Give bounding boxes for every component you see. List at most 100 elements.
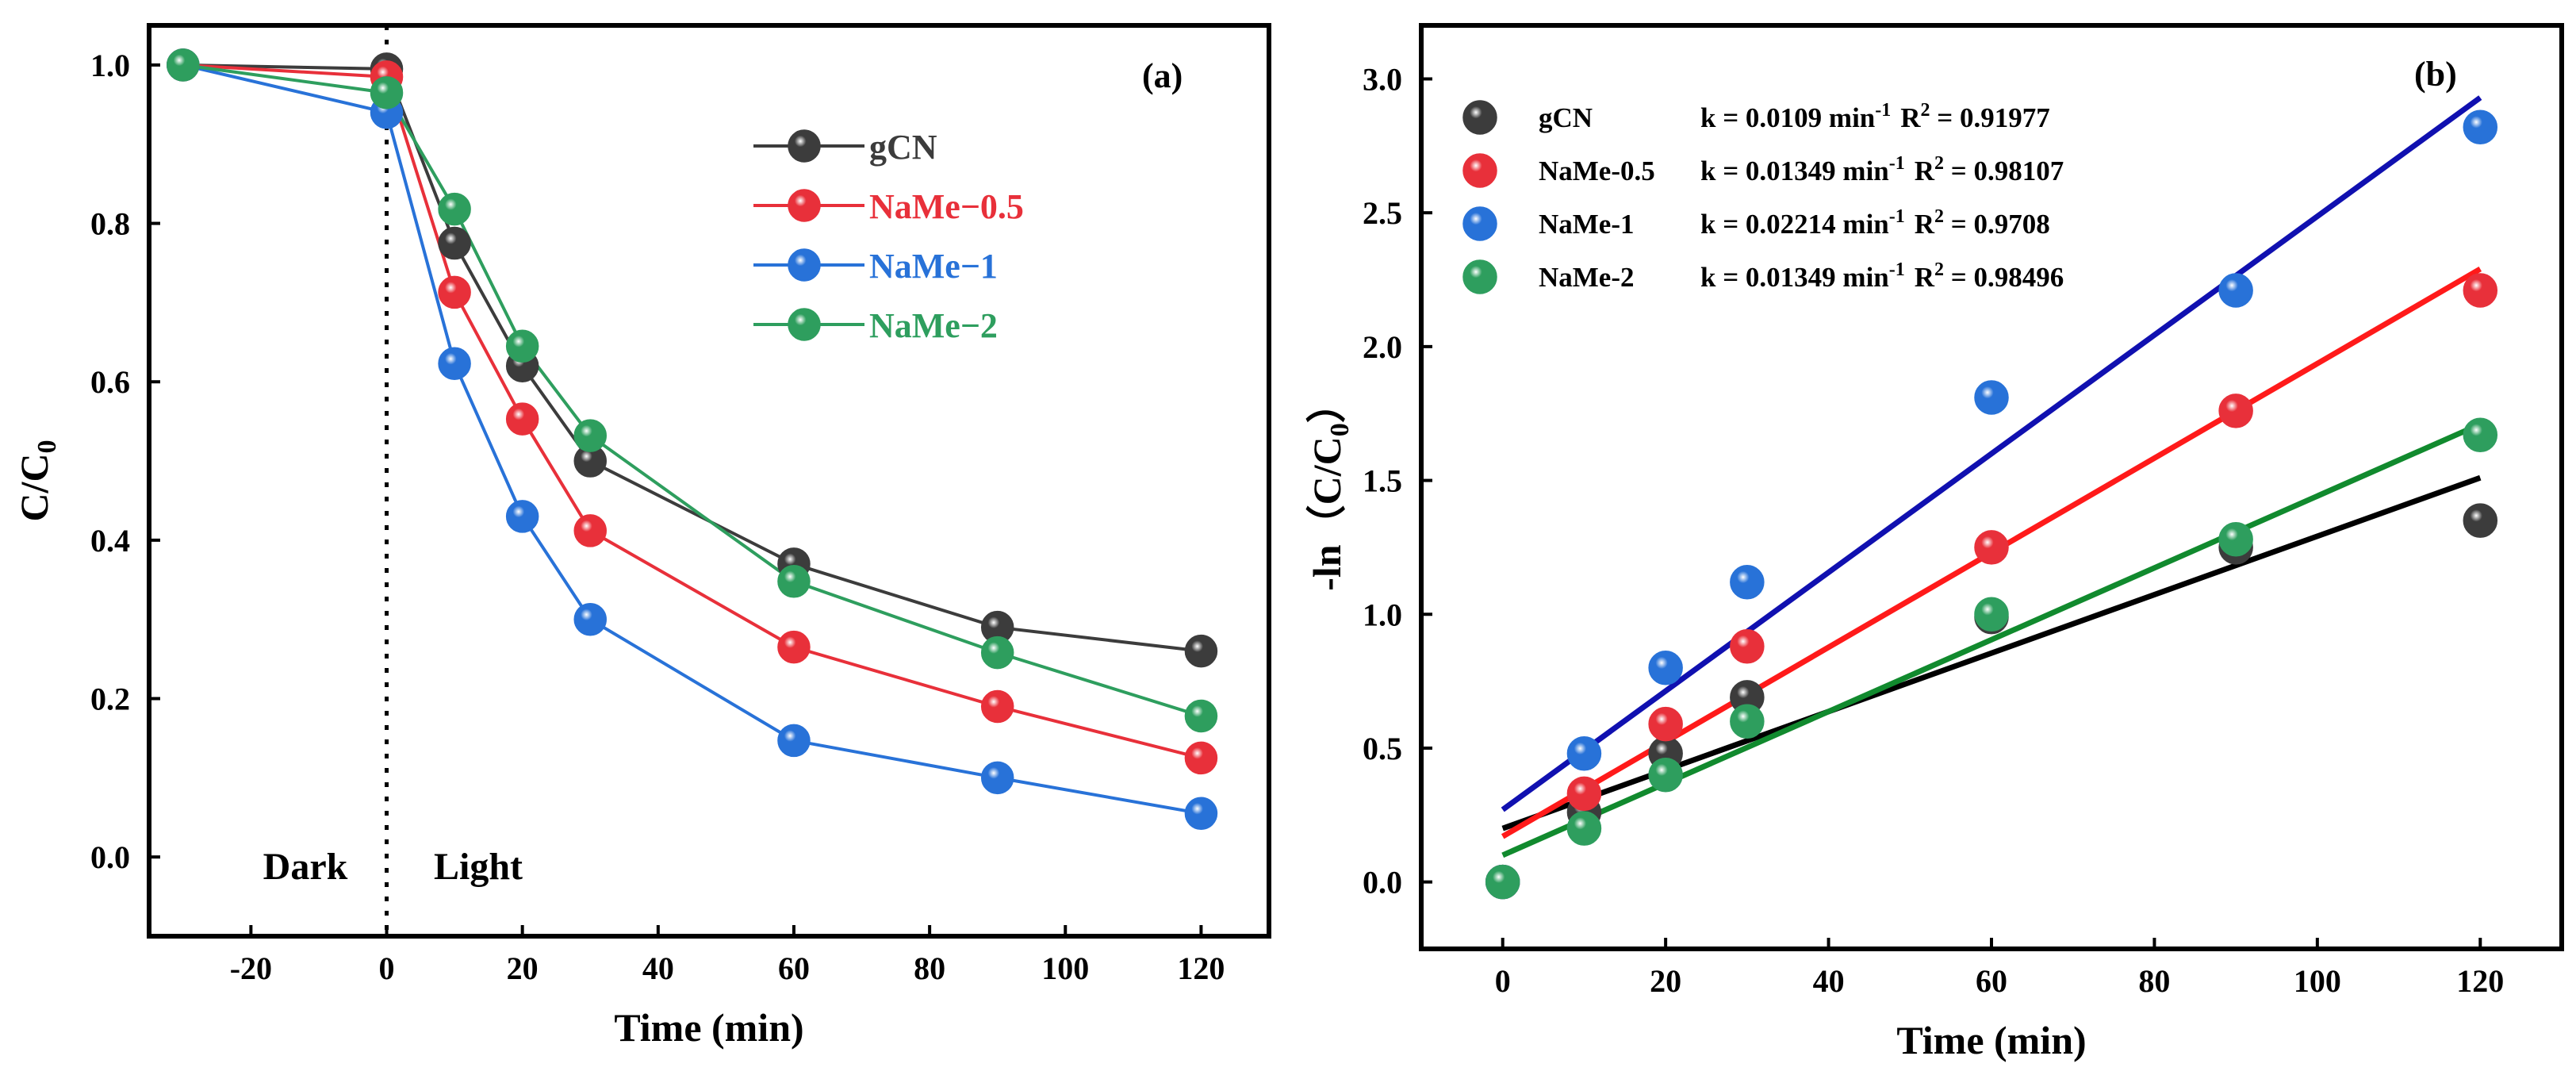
panel-b-y-axis-title: -ln（C/C0）	[1305, 383, 1355, 590]
data-point-NaMe−1	[505, 500, 539, 533]
legend-marker-NaMe-2	[1462, 259, 1497, 294]
panel-a-legend: gCN NaMe−0.5 NaMe−1 NaMe−2	[753, 128, 1024, 345]
series-line-NaMe−0.5	[182, 63, 1202, 760]
panel-a-x-tick-label: 0	[379, 950, 395, 986]
data-point-NaMe−0.5	[438, 275, 471, 309]
panel-a-y-tick-label: 0.2	[90, 682, 130, 717]
panel-b-x-tick-label: 0	[1495, 963, 1511, 999]
legend-fit-stats-NaMe-2: k = 0.01349 min-1 R2 = 0.98496	[1700, 259, 2064, 293]
legend-r2-value: = 0.91977	[1930, 102, 2050, 133]
legend-label-NaMe−2: NaMe−2	[869, 306, 998, 345]
legend-fit-stats-gCN: k = 0.0109 min-1 R2 = 0.91977	[1700, 100, 2050, 133]
data-point-NaMe-1	[2218, 273, 2253, 308]
data-point-NaMe−1	[777, 724, 811, 758]
series-line-gCN	[182, 63, 1202, 653]
legend-label-NaMe−0.5: NaMe−0.5	[869, 187, 1024, 226]
legend-r2-label: R	[1915, 156, 1935, 186]
data-point-NaMe−0.5	[777, 630, 811, 664]
legend-marker-gCN	[788, 129, 821, 163]
legend-marker-NaMe−1	[788, 248, 821, 282]
legend-marker-NaMe-0.5	[1462, 153, 1497, 188]
legend-k-unit-sup: -1	[1889, 153, 1905, 174]
legend-label-NaMe-0.5: NaMe-0.5	[1539, 156, 1655, 186]
legend-r2-sup: 2	[1934, 259, 1944, 280]
legend-r2-label: R	[1900, 102, 1921, 133]
data-point-NaMe−2	[370, 76, 404, 109]
panel-a-label: (a)	[1142, 56, 1183, 95]
panel-a-y-tick-label: 1.0	[90, 48, 130, 83]
data-point-NaMe-0.5	[1974, 530, 2009, 565]
legend-r2-value: = 0.98496	[1944, 262, 2064, 293]
series-line-NaMe−2	[182, 63, 1202, 718]
fit-line-NaMe-2	[1501, 421, 2482, 858]
panel-b-x-tick-label: 120	[2456, 963, 2504, 999]
panel-b-ticks: 0 20 40 60 80 100 120 0.0 0.5 1.0 1.5 2.0 2.5 3.0	[1363, 61, 2504, 999]
panel-a-x-tick-label: -20	[230, 950, 272, 986]
panel-a-y-tick-label: 0.4	[90, 523, 130, 559]
data-point-NaMe-1	[1730, 565, 1765, 600]
legend-r2-value: = 0.9708	[1944, 209, 2050, 240]
panel-b-series-points	[1485, 109, 2498, 900]
legend-r2-sup: 2	[1934, 206, 1944, 227]
panel-a-x-tick-label: 60	[778, 950, 810, 986]
data-point-NaMe-2	[1648, 757, 1683, 793]
panel-b-y-axis-title-sub: 0	[1325, 423, 1355, 436]
panel-a-x-axis-title: Time (min)	[614, 1005, 803, 1050]
panel-a-y-axis-title-base: C/C	[12, 453, 56, 521]
panel-b-y-tick-label: 0.0	[1363, 865, 1402, 900]
data-point-NaMe-0.5	[2463, 273, 2498, 308]
legend-k-unit-sup: -1	[1889, 259, 1905, 280]
legend-r2-label: R	[1915, 262, 1935, 293]
data-point-NaMe-1	[1566, 735, 1602, 771]
panel-a-x-tick-label: 120	[1177, 950, 1225, 986]
legend-k-value: k = 0.01349 min	[1700, 156, 1889, 186]
panel-b-y-axis-title-prefix: -ln（C/C	[1305, 436, 1349, 590]
panel-a-x-tick-label: 20	[507, 950, 539, 986]
panel-b-y-tick-label: 2.0	[1363, 329, 1402, 365]
legend-label-NaMe-2: NaMe-2	[1539, 262, 1635, 293]
data-point-gCN	[1184, 634, 1218, 668]
data-point-NaMe−1	[980, 761, 1014, 795]
panel-a-light-annotation: Light	[434, 846, 523, 888]
data-point-NaMe−2	[438, 192, 471, 226]
data-point-NaMe-0.5	[2218, 394, 2253, 428]
panel-a-ticks: -20 0 20 40 60 80 100 120 0.0 0.2 0.4 0.6 0.8 1.0	[90, 48, 1225, 986]
data-point-NaMe-0.5	[1648, 706, 1683, 742]
data-point-gCN	[2463, 503, 2498, 538]
data-point-NaMe−2	[573, 419, 607, 452]
data-point-NaMe-2	[2463, 417, 2498, 452]
data-point-NaMe−1	[438, 347, 471, 381]
legend-r2-value: = 0.98107	[1944, 156, 2064, 186]
panel-b-y-tick-label: 2.5	[1363, 195, 1402, 231]
legend-k-unit-sup: -1	[1889, 206, 1905, 227]
panel-b-x-tick-label: 100	[2294, 963, 2341, 999]
data-point-NaMe−2	[980, 635, 1014, 670]
data-point-NaMe-0.5	[1566, 776, 1602, 812]
data-point-NaMe−2	[1184, 699, 1218, 733]
legend-marker-NaMe−2	[788, 308, 821, 341]
data-point-NaMe−2	[777, 565, 811, 598]
panel-b-y-tick-label: 1.0	[1363, 597, 1402, 632]
data-point-NaMe−0.5	[1184, 741, 1218, 775]
legend-fit-stats-NaMe-1: k = 0.02214 min-1 R2 = 0.9708	[1700, 206, 2050, 240]
series-line-NaMe−1	[182, 63, 1202, 816]
panel-a: -20 0 20 40 60 80 100 120 0.0 0.2 0.4 0.6 0.8 1.0 Tim…	[12, 23, 1271, 1050]
legend-marker-gCN	[1462, 100, 1497, 135]
data-point-NaMe−1	[1184, 797, 1218, 831]
data-point-NaMe-2	[2218, 522, 2253, 557]
data-point-NaMe-2	[1566, 811, 1602, 846]
panel-b-y-tick-label: 0.5	[1363, 731, 1402, 766]
data-point-NaMe-1	[1648, 650, 1683, 685]
panel-b-x-tick-label: 20	[1650, 963, 1681, 999]
legend-marker-NaMe-1	[1462, 206, 1497, 241]
panel-b-x-axis-title: Time (min)	[1896, 1018, 2086, 1062]
panel-b-y-tick-label: 3.0	[1363, 61, 1402, 97]
legend-k-unit-sup: -1	[1875, 100, 1891, 121]
data-point-NaMe-2	[1485, 864, 1520, 900]
panel-b-x-tick-label: 60	[1976, 963, 2007, 999]
panel-b-frame	[1419, 23, 2564, 951]
data-point-NaMe−0.5	[573, 514, 607, 547]
data-point-NaMe−2	[167, 48, 200, 82]
